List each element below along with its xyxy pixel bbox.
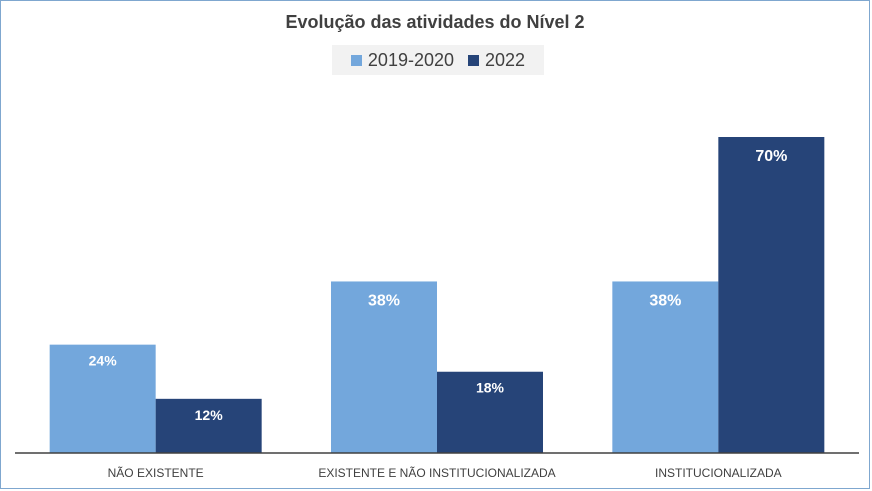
bar-1-2 bbox=[331, 281, 437, 453]
data-label-1-3: 38% bbox=[649, 292, 681, 309]
data-label-1-1: 24% bbox=[89, 353, 118, 369]
chart-legend: 2019-2020 2022 bbox=[332, 45, 544, 75]
legend-item-series-1: 2019-2020 bbox=[350, 49, 455, 71]
legend-swatch-series-1 bbox=[350, 54, 362, 66]
legend-swatch-series-2 bbox=[468, 54, 480, 66]
data-label-2-3: 70% bbox=[755, 148, 787, 165]
data-label-2-2: 18% bbox=[476, 380, 505, 396]
legend-label-series-2: 2022 bbox=[485, 49, 526, 70]
bar-2-2 bbox=[437, 371, 543, 453]
legend-item-series-2: 2022 bbox=[468, 50, 525, 71]
category-label-3: INSTITUCIONALIZADA bbox=[655, 466, 782, 480]
data-label-2-1: 12% bbox=[195, 407, 224, 423]
data-label-1-2: 38% bbox=[368, 292, 400, 309]
bar-2-3 bbox=[718, 137, 825, 453]
chart-title: Evolução das atividades do Nível 2 bbox=[285, 12, 585, 32]
category-label-1: NÃO EXISTENTE bbox=[108, 466, 204, 480]
legend-label-series-1: 2019-2020 bbox=[367, 49, 455, 70]
category-label-2: EXISTENTE E NÃO INSTITUCIONALIZADA bbox=[318, 466, 555, 480]
bar-1-1 bbox=[49, 344, 156, 453]
bar-2-1 bbox=[155, 398, 262, 453]
bar-1-3 bbox=[612, 281, 719, 453]
